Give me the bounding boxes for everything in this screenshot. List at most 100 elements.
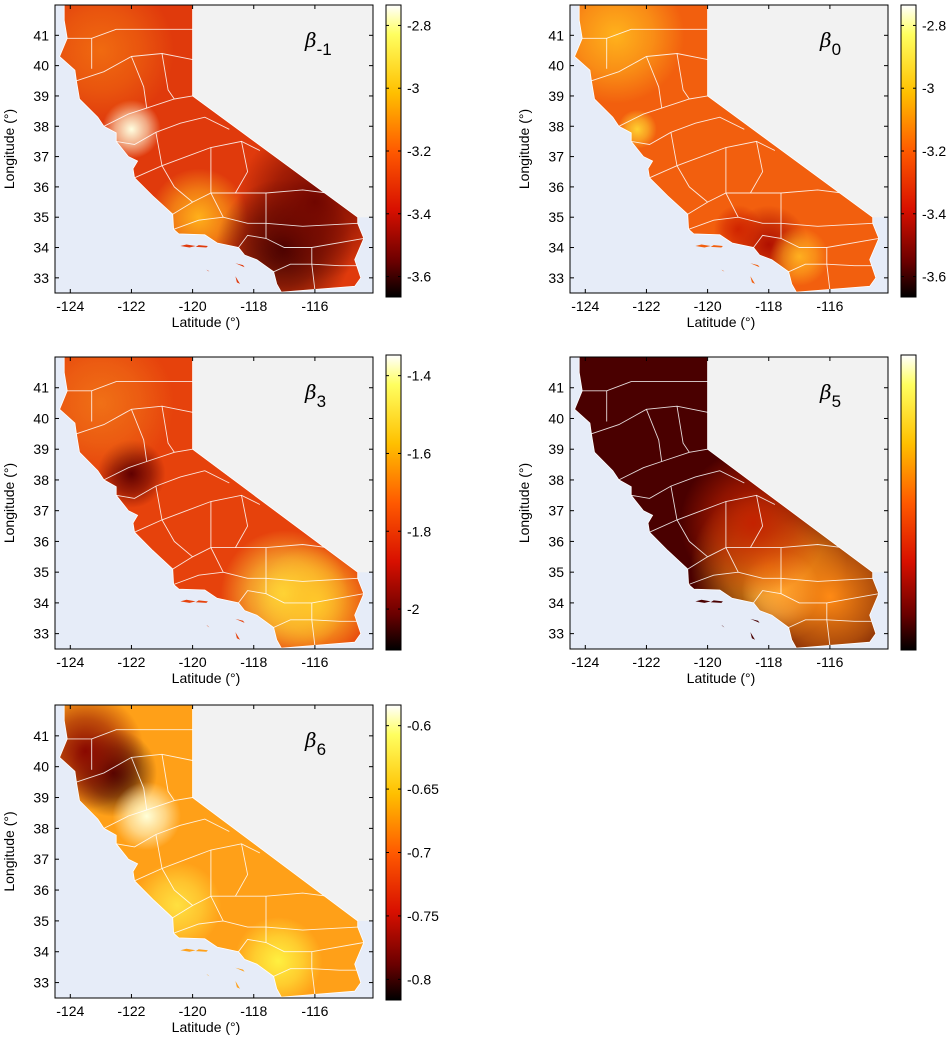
y-tick-label: 34	[33, 595, 49, 611]
county-boundary	[161, 406, 175, 453]
colorbar-tick-label: -3.4	[922, 206, 946, 222]
state-outline	[574, 4, 880, 293]
y-tick-label: 36	[548, 533, 564, 549]
outside-state-region	[192, 705, 373, 921]
county-boundary	[235, 495, 249, 548]
island	[195, 949, 208, 952]
county-boundary	[311, 602, 316, 646]
county-boundary	[67, 729, 193, 740]
island	[206, 974, 210, 977]
island	[180, 244, 196, 248]
outside-state-region	[192, 5, 373, 218]
x-axis-title: Latitude (°)	[172, 670, 241, 686]
x-axis-title: Latitude (°)	[172, 314, 241, 330]
panel-label-subscript: 0	[832, 40, 841, 59]
island	[721, 625, 725, 628]
y-tick-label: 35	[33, 564, 49, 580]
y-tick-label: 39	[33, 790, 49, 806]
y-tick-label: 36	[33, 179, 49, 195]
island	[710, 245, 723, 248]
map-panel-2: -124 -122 -120 -118 -116 33 34 35 36 37 38 39 40 41 La…	[516, 4, 946, 330]
axes-box	[54, 704, 374, 999]
outside-state-region	[192, 357, 373, 573]
axes-box	[54, 356, 374, 650]
island	[750, 276, 755, 284]
county-boundary	[173, 216, 358, 230]
county-boundary	[688, 571, 873, 585]
y-tick-label: 39	[33, 88, 49, 104]
island	[235, 967, 245, 972]
colorbar-tick-label: -3	[407, 80, 420, 96]
county-boundary	[631, 470, 745, 499]
map-panel-1: -124 -122 -120 -118 -116 33 34 35 36 37 38 39 40 41 La…	[1, 4, 431, 330]
axes-box	[569, 356, 889, 650]
county-boundary	[582, 381, 708, 392]
state-outline	[574, 356, 880, 649]
island	[750, 618, 760, 623]
colorbar-tick-label: -0.8	[407, 971, 431, 987]
y-tick-label: 41	[548, 380, 564, 396]
county-boundary	[645, 409, 663, 462]
x-tick-label: -120	[179, 1003, 207, 1019]
y-tick-label: 40	[548, 410, 564, 426]
colorbar-tick-label: -3.2	[922, 143, 946, 159]
y-axis-title: Longitude (°)	[1, 109, 17, 189]
county-boundary	[649, 140, 776, 179]
colorbar-tick-label: -3.6	[922, 269, 946, 285]
y-tick-label: 41	[33, 380, 49, 396]
x-tick-label: -116	[301, 298, 328, 314]
map-panel-5: -124 -122 -120 -118 -116 33 34 35 36 37 38 39 40 41 La…	[1, 704, 439, 1035]
county-boundary	[210, 501, 224, 573]
outside-state-region	[707, 5, 888, 218]
colorbar-tick-label: -1.4	[407, 368, 431, 384]
county-boundary	[676, 406, 690, 453]
x-tick-label: -116	[301, 1003, 328, 1019]
county-boundary	[116, 470, 230, 499]
county-boundary	[235, 843, 249, 897]
county-boundary	[238, 938, 364, 953]
y-tick-label: 40	[33, 58, 49, 74]
x-axis-title: Latitude (°)	[687, 314, 756, 330]
county-boundary	[826, 247, 831, 291]
heat-hotspot	[59, 705, 145, 810]
county-boundary	[826, 602, 831, 646]
x-tick-label: -124	[56, 654, 84, 670]
map-panel-4: -124 -122 -120 -118 -116 33 34 35 36 37 38 39 40 41 La…	[516, 354, 917, 686]
county-boundary	[311, 247, 316, 291]
panel-label-symbol: β	[304, 728, 317, 752]
county-boundary	[670, 486, 708, 558]
county-boundary	[631, 116, 745, 145]
county-boundary	[116, 818, 230, 848]
y-tick-label: 38	[33, 118, 49, 134]
county-boundary	[649, 494, 776, 533]
county-boundary	[670, 132, 708, 203]
county-boundary	[750, 495, 764, 548]
y-tick-label: 35	[33, 209, 49, 225]
island	[750, 632, 755, 640]
y-axis-title: Longitude (°)	[1, 463, 17, 543]
y-axis-title: Longitude (°)	[516, 109, 532, 189]
county-boundary	[676, 53, 690, 100]
panel-label-symbol: β	[304, 380, 317, 404]
x-tick-label: -118	[755, 654, 782, 670]
x-tick-label: -124	[571, 298, 599, 314]
county-boundary	[67, 381, 193, 392]
y-tick-label: 37	[33, 503, 49, 519]
map-panel-3: -124 -122 -120 -118 -116 33 34 35 36 37 38 39 40 41 La…	[1, 354, 431, 686]
county-boundary	[238, 590, 364, 604]
y-tick-label: 39	[33, 441, 49, 457]
y-tick-label: 37	[548, 149, 564, 165]
x-tick-label: -116	[816, 654, 843, 670]
county-boundary	[155, 486, 193, 558]
x-tick-label: -122	[632, 654, 660, 670]
y-tick-label: 34	[548, 240, 564, 256]
colorbar	[900, 354, 917, 651]
county-boundary	[688, 216, 873, 230]
island	[195, 600, 208, 603]
y-tick-label: 41	[33, 27, 49, 43]
state-outline	[59, 704, 365, 998]
colorbar-tick-label: -0.65	[407, 781, 439, 797]
colorbar-tick-label: -1.6	[407, 445, 431, 461]
x-tick-label: -124	[571, 654, 599, 670]
county-boundary	[210, 147, 224, 218]
